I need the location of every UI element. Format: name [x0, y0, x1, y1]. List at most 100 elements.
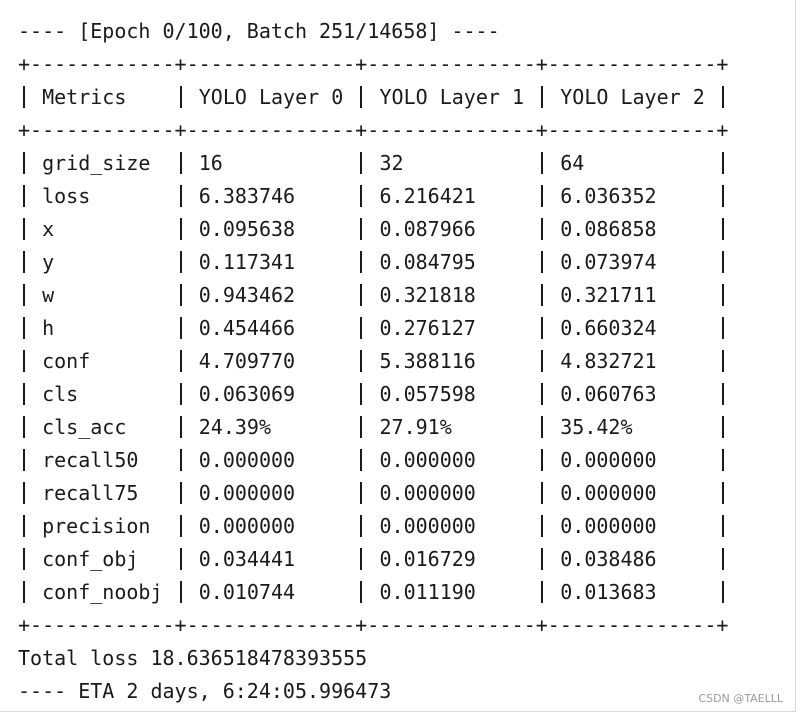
- cell-separator: [360, 185, 363, 207]
- cell-value: 0.011190: [379, 580, 476, 604]
- cell-separator: [721, 515, 724, 537]
- cell-value: 6.216421: [379, 184, 476, 208]
- cell-value: 0.010744: [198, 580, 296, 604]
- cell-separator: [179, 86, 182, 108]
- cell-separator: [23, 218, 26, 240]
- cell-value: 0.117341: [198, 250, 296, 274]
- cell-value: 0.057598: [379, 382, 476, 406]
- cell-value: 0.060763: [560, 382, 657, 406]
- cell-separator: [541, 416, 544, 438]
- metric-name: conf_noobj: [42, 580, 163, 604]
- column-header: YOLO Layer 1: [379, 85, 525, 109]
- cell-separator: [721, 185, 724, 207]
- cell-value: 0.000000: [198, 448, 296, 472]
- cell-separator: [179, 581, 182, 603]
- cell-separator: [541, 284, 544, 306]
- cell-separator: [541, 581, 544, 603]
- cell-value: 0.034441: [198, 547, 296, 571]
- cell-separator: [179, 416, 182, 438]
- table-border: +------------+--------------+-----------…: [18, 52, 729, 76]
- column-header: YOLO Layer 2: [560, 85, 705, 109]
- cell-separator: [179, 350, 182, 372]
- cell-separator: [23, 548, 26, 570]
- metric-name: x: [42, 217, 55, 241]
- cell-value: 6.036352: [560, 184, 657, 208]
- metric-name: conf_obj: [42, 547, 139, 571]
- cell-separator: [721, 581, 724, 603]
- cell-value: 0.000000: [560, 481, 657, 505]
- cell-value: 0.660324: [560, 316, 657, 340]
- cell-separator: [179, 449, 182, 471]
- cell-separator: [23, 152, 26, 174]
- cell-separator: [360, 581, 363, 603]
- cell-value: 0.000000: [560, 448, 657, 472]
- cell-value: 16: [198, 151, 223, 175]
- cell-value: 0.013683: [560, 580, 657, 604]
- eta: ---- ETA 2 days, 6:24:05.996473: [18, 679, 392, 703]
- cell-separator: [23, 185, 26, 207]
- cell-separator: [721, 416, 724, 438]
- cell-separator: [23, 515, 26, 537]
- cell-separator: [360, 350, 363, 372]
- cell-separator: [541, 515, 544, 537]
- cell-separator: [541, 383, 544, 405]
- cell-separator: [541, 548, 544, 570]
- metric-name: recall75: [42, 481, 139, 505]
- cell-separator: [721, 251, 724, 273]
- cell-separator: [179, 185, 182, 207]
- cell-separator: [23, 350, 26, 372]
- metric-name: y: [42, 250, 55, 274]
- table-border: +------------+--------------+-----------…: [18, 613, 729, 637]
- cell-separator: [721, 317, 724, 339]
- cell-separator: [360, 515, 363, 537]
- cell-separator: [721, 350, 724, 372]
- cell-separator: [721, 482, 724, 504]
- cell-separator: [360, 482, 363, 504]
- cell-value: 0.454466: [198, 316, 296, 340]
- cell-separator: [23, 581, 26, 603]
- cell-separator: [179, 284, 182, 306]
- cell-separator: [541, 482, 544, 504]
- cell-value: 0.000000: [198, 514, 296, 538]
- cell-value: 0.943462: [198, 283, 296, 307]
- cell-value: 0.000000: [379, 514, 476, 538]
- column-header: YOLO Layer 0: [198, 85, 344, 109]
- metric-name: cls: [42, 382, 79, 406]
- watermark: CSDN @TAELLL: [698, 692, 783, 705]
- cell-value: 0.016729: [379, 547, 476, 571]
- cell-separator: [179, 548, 182, 570]
- cell-value: 27.91%: [379, 415, 452, 439]
- cell-separator: [360, 383, 363, 405]
- metric-name: loss: [42, 184, 91, 208]
- metric-name: h: [42, 316, 55, 340]
- cell-separator: [721, 449, 724, 471]
- cell-value: 0.000000: [379, 448, 476, 472]
- cell-separator: [721, 86, 724, 108]
- cell-separator: [23, 284, 26, 306]
- cell-separator: [179, 482, 182, 504]
- cell-separator: [23, 482, 26, 504]
- cell-separator: [541, 185, 544, 207]
- cell-value: 32: [379, 151, 404, 175]
- cell-separator: [179, 515, 182, 537]
- cell-separator: [23, 317, 26, 339]
- cell-value: 5.388116: [379, 349, 476, 373]
- cell-separator: [360, 251, 363, 273]
- column-header: Metrics: [42, 85, 127, 109]
- cell-separator: [360, 284, 363, 306]
- metric-name: cls_acc: [42, 415, 127, 439]
- cell-value: 4.832721: [560, 349, 657, 373]
- cell-separator: [360, 317, 363, 339]
- cell-separator: [360, 548, 363, 570]
- cell-separator: [721, 548, 724, 570]
- cell-separator: [360, 416, 363, 438]
- cell-value: 0.095638: [198, 217, 296, 241]
- cell-separator: [721, 218, 724, 240]
- cell-value: 0.321711: [560, 283, 657, 307]
- cell-value: 0.086858: [560, 217, 657, 241]
- cell-separator: [541, 251, 544, 273]
- cell-separator: [179, 251, 182, 273]
- cell-separator: [541, 218, 544, 240]
- cell-separator: [721, 383, 724, 405]
